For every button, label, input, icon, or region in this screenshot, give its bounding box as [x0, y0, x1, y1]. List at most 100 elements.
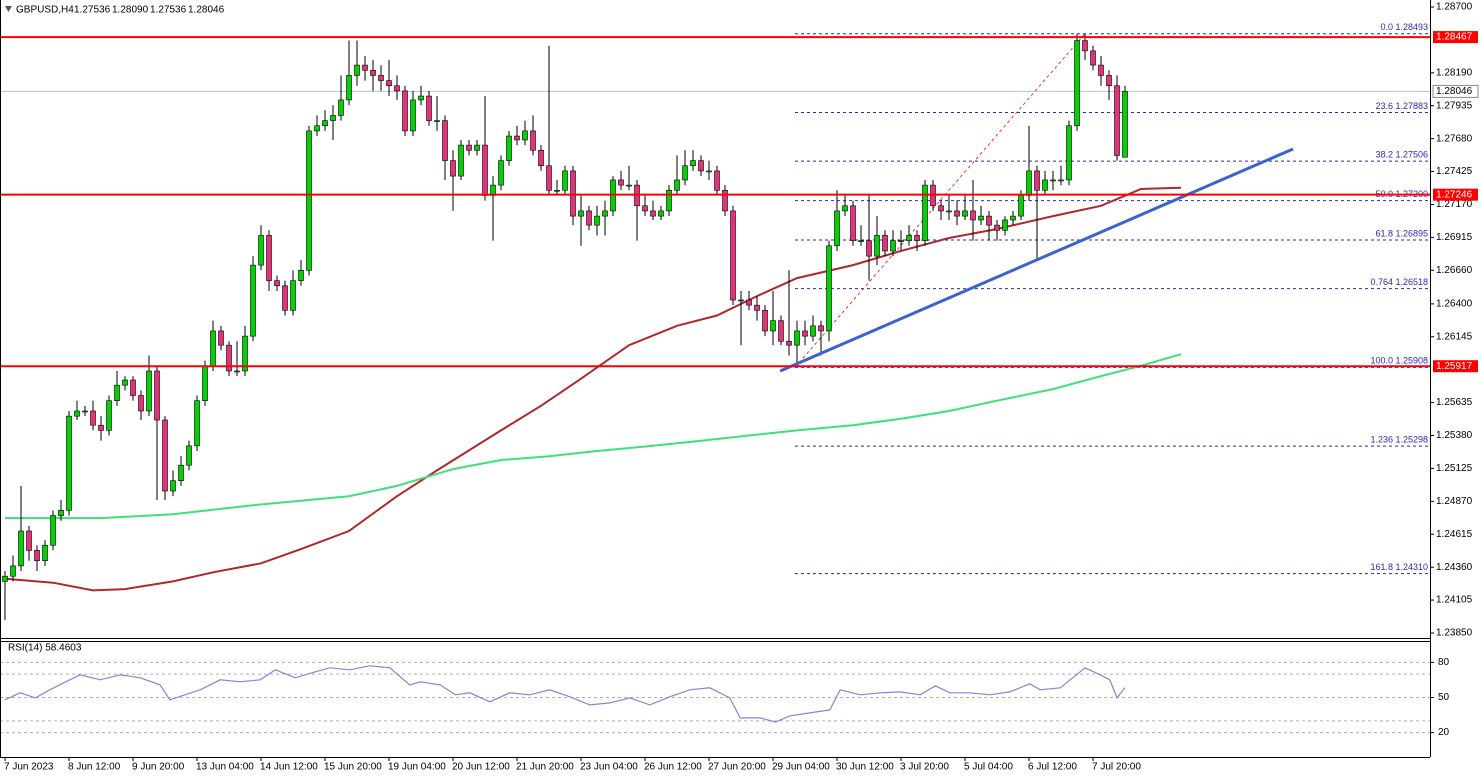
candle-body: [226, 344, 232, 372]
candle-body: [570, 170, 576, 217]
candle-body: [954, 210, 960, 217]
candle-body: [1058, 179, 1064, 182]
current-price-label: 1.28046: [1436, 86, 1473, 97]
candle-body: [114, 384, 120, 401]
y-tick-label: 1.24105: [1436, 595, 1473, 606]
level-tag: [1433, 31, 1478, 44]
candle-body: [738, 299, 744, 302]
candle-body: [274, 280, 280, 287]
candle-body: [530, 130, 536, 151]
candle-body: [882, 235, 888, 252]
candle-body: [890, 240, 896, 252]
x-tick-label: 19 Jun 04:00: [388, 762, 446, 773]
candle-body: [98, 424, 104, 431]
candle-body: [562, 170, 568, 191]
candle-body: [370, 69, 376, 76]
candle-body: [594, 215, 600, 226]
level-tag-label: 1.25917: [1436, 361, 1473, 372]
candle-body: [378, 75, 384, 81]
candle-body: [426, 95, 432, 121]
candle-body: [106, 400, 112, 431]
rsi-title: RSI(14) 58.4603: [8, 643, 82, 654]
candle-body: [1106, 75, 1112, 87]
candle-body: [658, 210, 664, 217]
candle-body: [26, 530, 32, 551]
level-tag: [1433, 188, 1478, 201]
candle-body: [346, 75, 352, 101]
y-tick-label: 1.28700: [1436, 2, 1473, 13]
candle-body: [834, 210, 840, 247]
candle-body: [306, 130, 312, 271]
candle-body: [746, 299, 752, 306]
y-tick-label: 1.25125: [1436, 463, 1473, 474]
header-value: 1.27536: [74, 5, 111, 16]
candle-body: [786, 340, 792, 346]
header-value: 1.28046: [188, 5, 225, 16]
candle-body: [602, 210, 608, 217]
fib-label: 0.764 1.26518: [1370, 277, 1428, 287]
x-tick-label: 26 Jun 12:00: [644, 762, 702, 773]
y-tick-label: 1.27935: [1436, 100, 1473, 111]
candle-body: [66, 415, 72, 511]
candle-body: [618, 179, 624, 186]
candle-body: [1082, 40, 1088, 52]
fib-label: 100.0 1.25908: [1370, 356, 1428, 366]
candle-body: [18, 530, 24, 567]
candle-body: [1018, 195, 1024, 217]
candle-body: [122, 379, 128, 386]
candle-body: [978, 215, 984, 221]
rsi-y-tick-label: 80: [1438, 657, 1450, 668]
candle-body: [250, 264, 256, 337]
candle-body: [826, 245, 832, 332]
candle-body: [1042, 179, 1048, 191]
candle-body: [442, 120, 448, 161]
candle-body: [970, 210, 976, 221]
candle-body: [138, 395, 144, 412]
y-tick-label: 1.24360: [1436, 562, 1473, 573]
y-tick-label: 1.23850: [1436, 628, 1473, 639]
candle-body: [34, 550, 40, 562]
candle-body: [194, 400, 200, 447]
candle-body: [186, 445, 192, 466]
moving-average: [4, 186, 1182, 592]
candle-body: [914, 235, 920, 241]
candle-body: [818, 325, 824, 332]
candle-body: [778, 320, 784, 342]
candle-body: [754, 304, 760, 311]
y-tick-label: 1.26915: [1436, 232, 1473, 243]
candle-body: [866, 240, 872, 257]
candle-body: [458, 144, 464, 177]
candle-body: [482, 144, 488, 196]
candle-body: [394, 85, 400, 92]
candle-body: [210, 330, 216, 367]
x-tick-label: 8 Jun 12:00: [68, 762, 121, 773]
candle-body: [242, 335, 248, 372]
candle-body: [218, 330, 224, 346]
candle-body: [10, 565, 16, 577]
candle-body: [146, 370, 152, 412]
candle-body: [706, 170, 712, 173]
candle-body: [994, 224, 1000, 231]
candle-body: [794, 330, 800, 346]
trendline: [779, 147, 1294, 373]
candle-body: [338, 99, 344, 116]
candle-body: [130, 379, 136, 396]
candle-body: [234, 370, 240, 373]
candle-body: [650, 210, 656, 217]
x-tick-label: 15 Jun 20:00: [324, 762, 382, 773]
rsi-y-tick-label: 50: [1438, 692, 1450, 703]
y-tick-label: 1.24870: [1436, 496, 1473, 507]
candle-body: [674, 179, 680, 191]
candle-body: [642, 205, 648, 212]
candle-body: [450, 160, 456, 177]
level-tag-label: 1.28467: [1436, 32, 1473, 43]
x-tick-label: 9 Jun 20:00: [132, 762, 185, 773]
candle-body: [874, 235, 880, 257]
candle-body: [666, 189, 672, 212]
candle-body: [578, 210, 584, 217]
candle-body: [410, 99, 416, 132]
y-tick-label: 1.25380: [1436, 430, 1473, 441]
candle-body: [266, 235, 272, 281]
candle-body: [1026, 170, 1032, 196]
